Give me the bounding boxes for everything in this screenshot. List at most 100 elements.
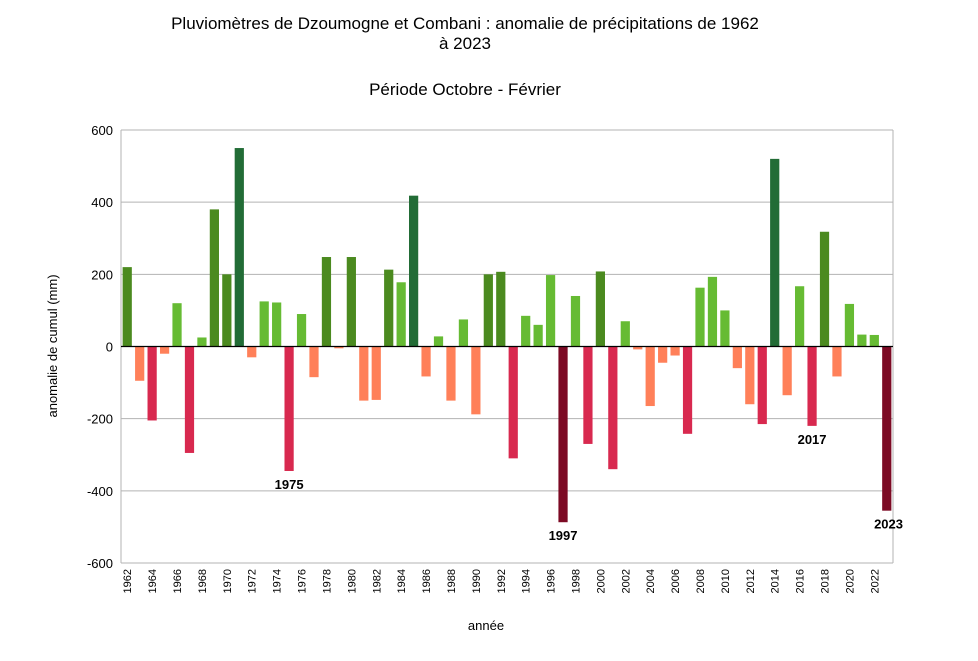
x-tick-label: 2000 xyxy=(595,569,607,593)
bar-1997 xyxy=(558,346,568,523)
x-tick-label: 2006 xyxy=(670,569,682,593)
bar-2000 xyxy=(595,271,605,347)
bar-1962 xyxy=(122,267,132,347)
y-tick-label: -400 xyxy=(87,484,113,499)
annotation-1997: 1997 xyxy=(549,528,578,543)
y-tick-label: 400 xyxy=(91,195,113,210)
bar-2010 xyxy=(720,310,730,347)
bar-1992 xyxy=(496,271,506,347)
bar-1978 xyxy=(321,257,332,347)
bar-1989 xyxy=(458,319,469,347)
bar-1967 xyxy=(184,346,195,453)
x-tick-label: 2008 xyxy=(695,569,707,593)
bar-2019 xyxy=(832,346,842,377)
bar-2014 xyxy=(770,158,780,347)
bar-2016 xyxy=(795,286,805,347)
x-tick-label: 1978 xyxy=(321,569,333,593)
bar-1984 xyxy=(396,282,406,347)
x-tick-label: 2020 xyxy=(844,569,856,593)
bar-1965 xyxy=(159,346,170,354)
bar-2002 xyxy=(620,321,630,347)
chart-title-line-1: Pluviomètres de Dzoumogne et Combani : a… xyxy=(171,14,759,33)
bar-2001 xyxy=(608,346,618,470)
annotation-2017: 2017 xyxy=(798,432,827,447)
x-tick-label: 1986 xyxy=(421,569,433,593)
bar-1996 xyxy=(545,275,556,347)
x-tick-label: 1962 xyxy=(122,569,134,593)
bar-2004 xyxy=(645,346,655,407)
bar-1993 xyxy=(508,346,518,459)
annotation-1975: 1975 xyxy=(275,477,304,492)
x-tick-label: 2004 xyxy=(645,569,657,593)
x-tick-label: 1966 xyxy=(172,569,184,593)
y-axis-label: anomalie de cumul (mm) xyxy=(45,274,60,417)
y-tick-label: -600 xyxy=(87,556,113,571)
x-tick-label: 1994 xyxy=(521,569,533,593)
x-tick-label: 1992 xyxy=(496,569,508,593)
x-tick-label: 2016 xyxy=(795,569,807,593)
bar-1991 xyxy=(483,274,493,347)
bar-1964 xyxy=(147,346,157,421)
x-tick-label: 2014 xyxy=(770,569,782,593)
x-tick-label: 1972 xyxy=(247,569,259,593)
chart-title-line-2: à 2023 xyxy=(439,34,491,53)
chart-subtitle: Période Octobre - Février xyxy=(369,80,561,99)
x-tick-label: 1982 xyxy=(371,569,383,593)
bar-1986 xyxy=(421,346,431,377)
bar-2018 xyxy=(819,231,830,347)
bar-2003 xyxy=(633,346,643,350)
bar-1966 xyxy=(172,303,182,347)
bar-1999 xyxy=(583,346,593,444)
y-tick-label: 0 xyxy=(106,340,113,355)
bar-1975 xyxy=(284,346,294,471)
bar-1982 xyxy=(371,346,381,400)
bar-2007 xyxy=(682,346,693,434)
chart-title: Pluviomètres de Dzoumogne et Combani : a… xyxy=(0,14,930,54)
x-tick-label: 1988 xyxy=(446,569,458,593)
bars xyxy=(122,148,892,523)
bar-2017 xyxy=(807,346,817,426)
bar-2023 xyxy=(882,346,892,511)
y-tick-label: 200 xyxy=(91,267,113,282)
bar-1976 xyxy=(296,314,307,347)
bar-1970 xyxy=(222,274,232,347)
x-tick-label: 1996 xyxy=(546,569,558,593)
bar-1977 xyxy=(309,346,319,378)
y-tick-label: -200 xyxy=(87,412,113,427)
bar-1968 xyxy=(197,337,207,347)
bar-1995 xyxy=(533,324,543,347)
bar-2006 xyxy=(670,346,680,356)
bar-1973 xyxy=(259,301,269,347)
bar-1979 xyxy=(334,346,344,349)
x-tick-label: 1980 xyxy=(346,569,358,593)
y-tick-label: 600 xyxy=(91,123,113,138)
x-tick-label: 2022 xyxy=(869,569,881,593)
x-tick-label: 1970 xyxy=(222,569,234,593)
bar-1987 xyxy=(433,336,444,347)
bar-2012 xyxy=(745,346,755,405)
x-tick-label: 1964 xyxy=(147,569,159,593)
bar-1971 xyxy=(234,148,244,347)
bar-2021 xyxy=(857,334,867,347)
bar-2009 xyxy=(707,276,718,347)
bar-1990 xyxy=(471,346,481,415)
bar-1974 xyxy=(272,302,282,347)
bar-2011 xyxy=(732,346,742,369)
bar-2008 xyxy=(695,287,705,347)
x-tick-label: 2010 xyxy=(720,569,732,593)
x-tick-label: 1984 xyxy=(396,569,408,593)
x-tick-label: 1998 xyxy=(570,569,582,593)
bar-2020 xyxy=(844,303,855,347)
x-tick-label: 1990 xyxy=(471,569,483,593)
bar-2022 xyxy=(869,334,879,347)
x-tick-label: 1974 xyxy=(272,569,284,593)
bar-1969 xyxy=(209,209,219,347)
x-axis-label: année xyxy=(468,618,504,633)
bar-1963 xyxy=(135,346,145,381)
x-tick-label: 1976 xyxy=(297,569,309,593)
bar-2015 xyxy=(782,346,792,396)
bar-1972 xyxy=(247,346,257,358)
bar-1998 xyxy=(570,295,581,347)
axes xyxy=(120,130,894,563)
